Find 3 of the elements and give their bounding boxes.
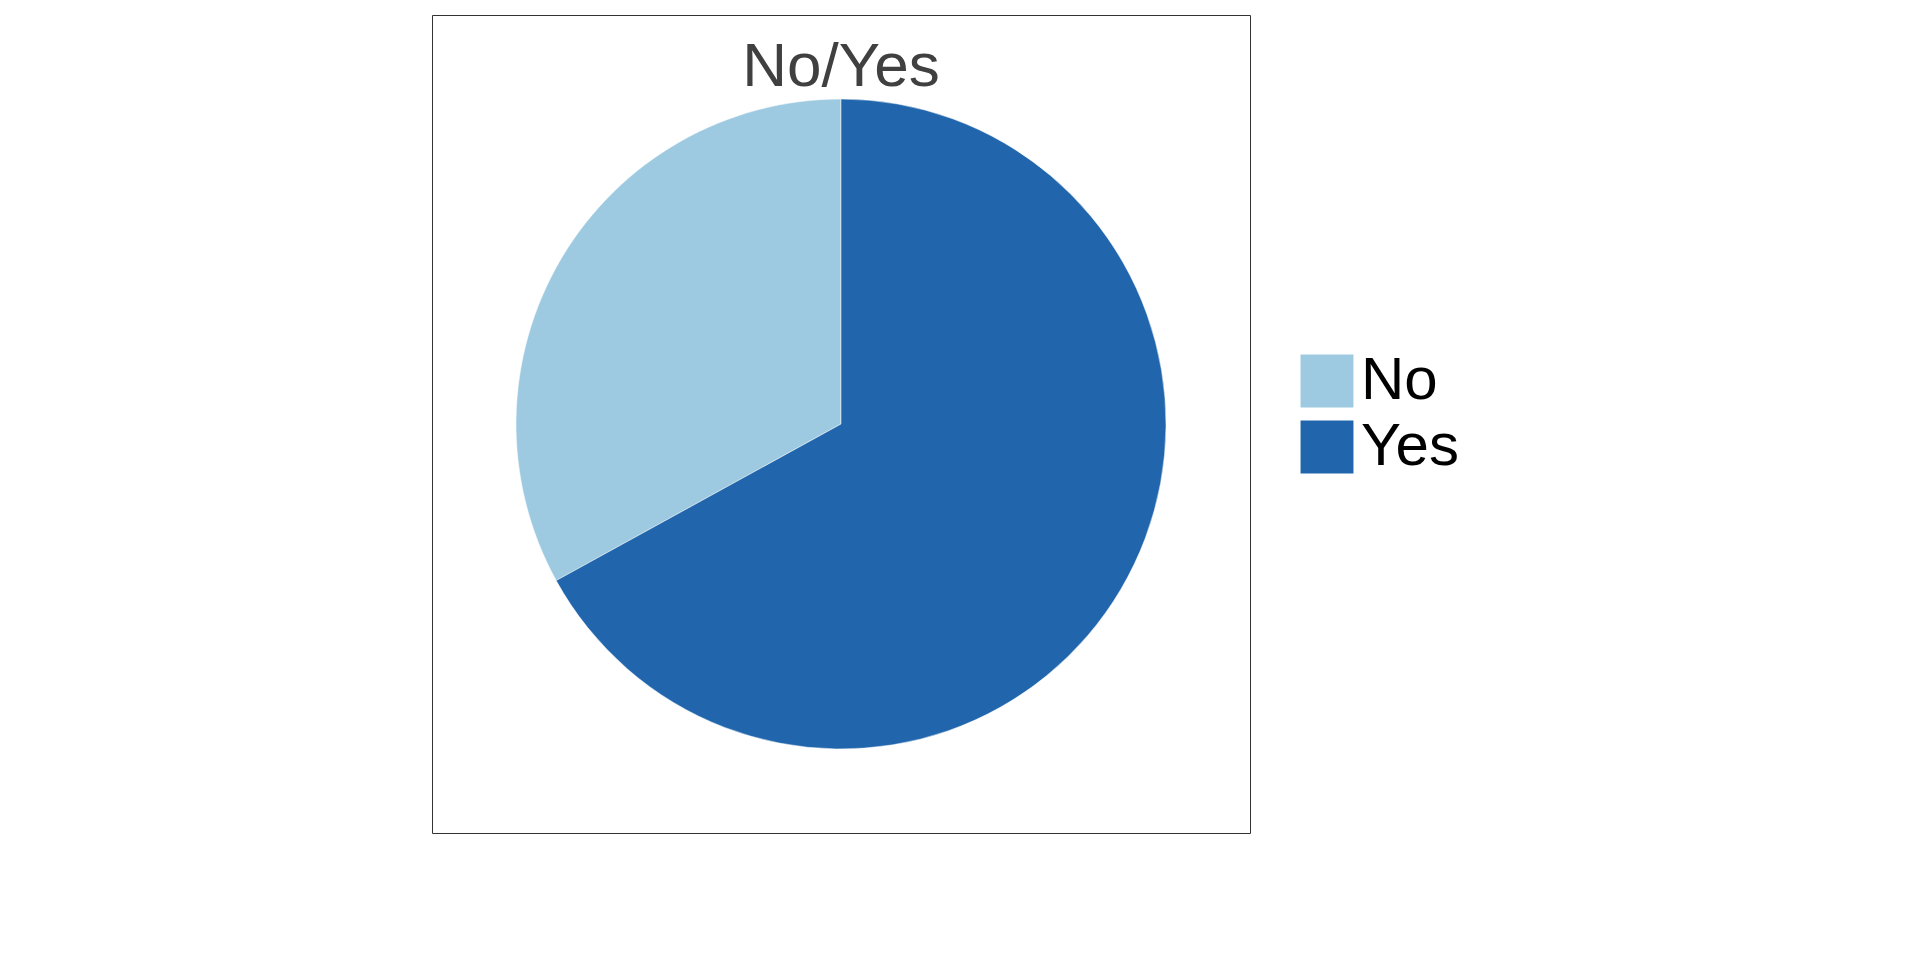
chart-title: No/Yes bbox=[742, 30, 940, 99]
legend-label: Yes bbox=[1361, 411, 1459, 478]
legend-label: No bbox=[1361, 345, 1438, 412]
